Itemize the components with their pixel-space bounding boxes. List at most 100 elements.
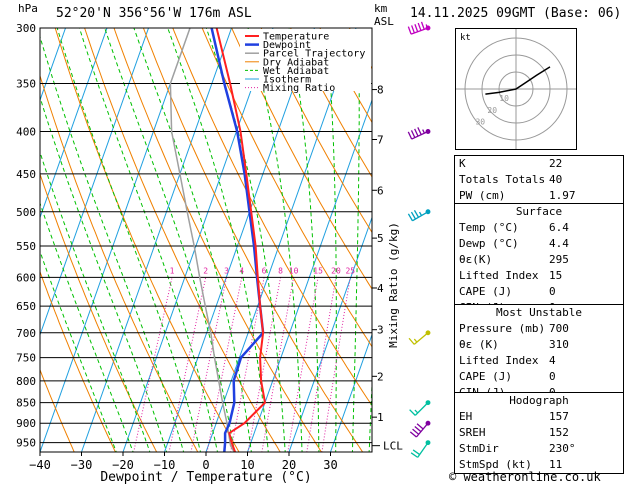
index-key: Temp (°C) (459, 221, 519, 234)
isotherm-line (80, 28, 233, 452)
index-key: EH (459, 410, 473, 423)
mixing-ratio-tick-label: 20 (331, 266, 341, 275)
mixing-ratio-line (247, 277, 282, 452)
index-value: 230° (549, 442, 576, 455)
index-value: 295 (549, 253, 569, 266)
pressure-tick-label: 750 (16, 352, 36, 365)
section-title: Hodograph (509, 394, 569, 407)
wet-adiabat-line (40, 150, 151, 452)
sounding-series (169, 28, 267, 452)
km-tick-label: 2 (377, 370, 384, 383)
wind-barb (409, 420, 431, 438)
index-key: PW (cm) (459, 189, 506, 202)
asl-label: ASL (374, 15, 394, 28)
surface-row: Temp (°C) 6.4 (455, 220, 623, 236)
hodograph-row: StmSpd (kt) 11 (455, 457, 623, 473)
wind-barbs (407, 21, 431, 458)
index-value: 1.97 (549, 189, 576, 202)
surface-row: Dewp (°C) 4.4 (455, 236, 623, 252)
index-row: PW (cm) 1.97 (455, 188, 623, 204)
mixing-ratio-tick-label: 3 (224, 266, 229, 275)
isotherm-line (40, 28, 67, 102)
temperature-tick-label: 30 (323, 458, 337, 472)
legend-label: Isotherm (263, 75, 311, 86)
index-value: 40 (549, 173, 563, 186)
index-key: CAPE (J) (459, 370, 512, 383)
temperature-tick-label: 10 (240, 458, 254, 472)
km-tick-label: 3 (377, 324, 384, 337)
location-title: 52°20'N 356°56'W 176m ASL (56, 6, 252, 21)
index-key: Pressure (mb) (459, 322, 546, 335)
legend-label: Dewpoint (263, 40, 311, 51)
km-tick-label: 7 (377, 133, 384, 146)
hodograph-table: Hodograph EH 157 SREH 152 StmDir 230° StmSpd (k… (454, 392, 624, 474)
index-key: Totals Totals (459, 173, 546, 186)
legend-label: Mixing Ratio (263, 83, 335, 94)
wind-barb (407, 127, 431, 140)
pressure-tick-labels: 300 350 400 450 500 550 600 650 700 750 800 850 900 9… (16, 22, 36, 450)
legend-label: Dry Adiabat (263, 57, 329, 68)
surface-table: Surface Temp (°C) 6.4 Dewp (°C) 4.4 θε(K) 295 L… (454, 203, 624, 317)
hodograph-row: EH 157 (455, 409, 623, 425)
km-tick-label: 6 (377, 184, 384, 197)
temperature-tick-label: 20 (282, 458, 296, 472)
most-unstable-row: θε (K) 310 (455, 337, 623, 353)
mixing-ratio-tick-label: 1 (170, 266, 175, 275)
mixing-ratio-tick-label: 4 (239, 266, 244, 275)
wet-adiabat-line (78, 28, 219, 452)
mixing-ratio-tick-label: 25 (345, 266, 355, 275)
index-value: 0 (549, 370, 556, 383)
wind-barb (407, 209, 431, 222)
mixing-ratio-line (261, 277, 295, 452)
most-unstable-table: Most Unstable Pressure (mb) 700 θε (K) 310 Li… (454, 304, 624, 402)
wet-adiabat-line (133, 28, 252, 452)
index-value: 0 (549, 285, 556, 298)
legend-label: Temperature (263, 32, 329, 43)
temperature-tick-label: −40 (29, 458, 51, 472)
stability-indices: K 22 Totals Totals 40 PW (cm) 1.97 (454, 155, 624, 205)
surface-row: Lifted Index 15 (455, 268, 623, 284)
section-title: Surface (515, 205, 563, 218)
mixing-ratio-tick-label: 6 (262, 266, 267, 275)
temperature-tick-label: −10 (154, 458, 176, 472)
index-key: θε(K) (459, 253, 493, 266)
datetime-title: 14.11.2025 09GMT (Base: 06) (410, 6, 622, 21)
index-key: SREH (459, 426, 486, 439)
parcel-trajectory-series (169, 28, 235, 452)
index-key: Lifted Index (459, 354, 539, 367)
copyright: © weatheronline.co.uk (449, 470, 601, 484)
pressure-tick-label: 500 (16, 206, 36, 219)
pressure-tick-label: 600 (16, 271, 36, 284)
isotherm-line (0, 3, 33, 461)
index-key: CAPE (J) (459, 285, 512, 298)
pressure-tick-label: 900 (16, 417, 36, 430)
km-tick-label: 8 (377, 84, 384, 97)
dry-adiabat-line (40, 270, 116, 452)
wind-barb (407, 21, 431, 35)
km-label: km (374, 2, 388, 15)
dry-adiabat-line (40, 368, 75, 452)
index-key: K (459, 157, 466, 170)
lcl-label: LCL (383, 440, 403, 453)
isotherm-line (329, 333, 372, 452)
index-value: 11 (549, 458, 563, 471)
mixing-ratio-axis-label: Mixing Ratio (g/kg) (387, 222, 400, 348)
dry-adiabat-line (40, 172, 158, 452)
hpa-label: hPa (18, 2, 38, 15)
wet-adiabat-line (40, 34, 185, 452)
index-key: θε (K) (459, 338, 499, 351)
mixing-ratio-tick-label: 15 (313, 266, 323, 275)
wet-adiabat-line (40, 250, 117, 452)
most-unstable-row: Pressure (mb) 700 (455, 321, 623, 337)
wet-adiabat-line (40, 201, 134, 452)
hodograph-ring-label: 10 (499, 94, 509, 103)
index-row: K 22 (455, 156, 623, 172)
temperature-tick-label: −20 (112, 458, 134, 472)
section-title: Most Unstable (495, 306, 583, 319)
pressure-tick-label: 700 (16, 327, 36, 340)
temperature-tick-label: −30 (71, 458, 93, 472)
isotherm-line (40, 28, 108, 219)
temperature-tick-label: 0 (202, 458, 209, 472)
